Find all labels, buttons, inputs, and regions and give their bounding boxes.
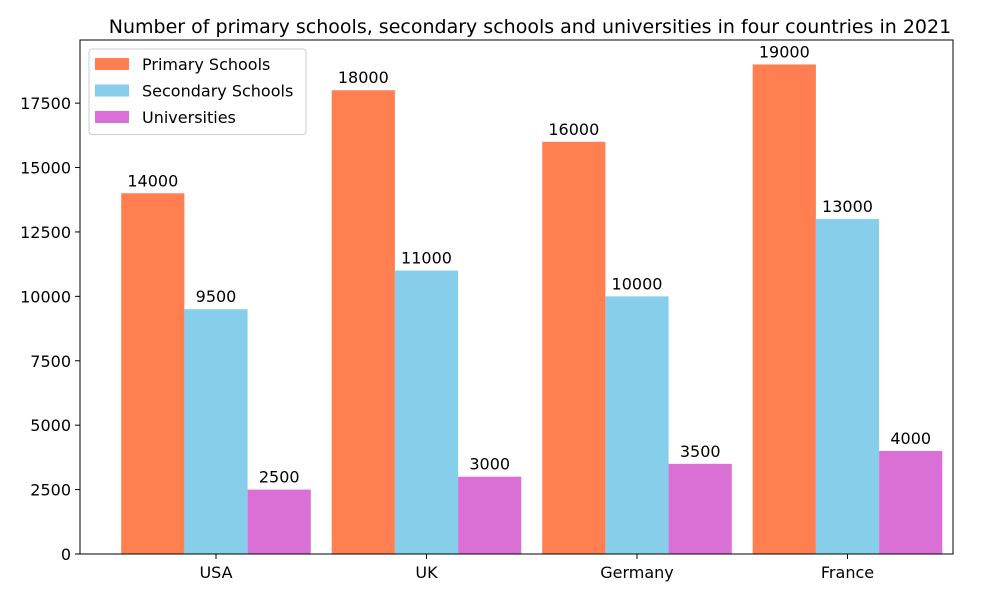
data-label: 9500 [196, 287, 237, 306]
bar-secondary-schools-usa [184, 309, 248, 554]
legend-label: Primary Schools [142, 55, 270, 74]
x-tick-label: UK [415, 563, 438, 582]
axes-frame [79, 39, 954, 555]
data-label: 16000 [548, 120, 599, 139]
data-label: 3500 [680, 442, 721, 461]
legend-label: Secondary Schools [142, 82, 293, 101]
data-label: 2500 [259, 468, 300, 487]
y-tick-label: 12500 [20, 223, 71, 242]
y-tick-label: 15000 [20, 159, 71, 178]
data-label: 11000 [401, 249, 452, 268]
data-label: 19000 [759, 42, 810, 61]
y-tick-label: 2500 [30, 481, 71, 500]
x-tick-label: USA [199, 563, 232, 582]
bar-primary-schools-usa [121, 193, 185, 554]
data-label: 4000 [890, 429, 931, 448]
x-tick-label: Germany [600, 563, 674, 582]
legend-swatch [95, 58, 129, 70]
legend-swatch [95, 111, 129, 123]
y-tick-label: 0 [61, 545, 71, 564]
bar-secondary-schools-france [815, 219, 880, 554]
data-label: 14000 [127, 171, 178, 190]
plot-area: 14000 9500 2500 USA 18000 11000 3000 UK 16000 100… [20, 39, 954, 582]
bar-primary-schools-france [752, 64, 816, 554]
bar-secondary-schools-germany [605, 296, 669, 554]
data-label: 13000 [822, 197, 873, 216]
legend-label: Universities [142, 108, 236, 127]
legend-box [88, 48, 307, 135]
y-tick-label: 17500 [20, 94, 71, 113]
bar-universities-france [879, 450, 943, 554]
y-tick-label: 7500 [30, 352, 71, 371]
data-label: 3000 [469, 455, 510, 474]
legend-swatch [95, 84, 129, 97]
legend: Primary Schools Secondary Schools Universi… [88, 48, 307, 135]
chart-title: Number of primary schools, secondary sch… [109, 16, 951, 38]
data-label: 18000 [338, 68, 389, 87]
bar-universities-usa [247, 489, 311, 554]
x-tick-label: France [821, 563, 874, 582]
bar-universities-germany [668, 463, 732, 554]
y-tick-label: 10000 [20, 287, 71, 306]
y-tick-label: 5000 [30, 416, 71, 435]
data-label: 10000 [612, 274, 663, 293]
bar-secondary-schools-uk [394, 270, 459, 554]
bar-primary-schools-germany [542, 141, 606, 555]
bar-universities-uk [458, 476, 522, 554]
bar-primary-schools-uk [331, 90, 395, 554]
